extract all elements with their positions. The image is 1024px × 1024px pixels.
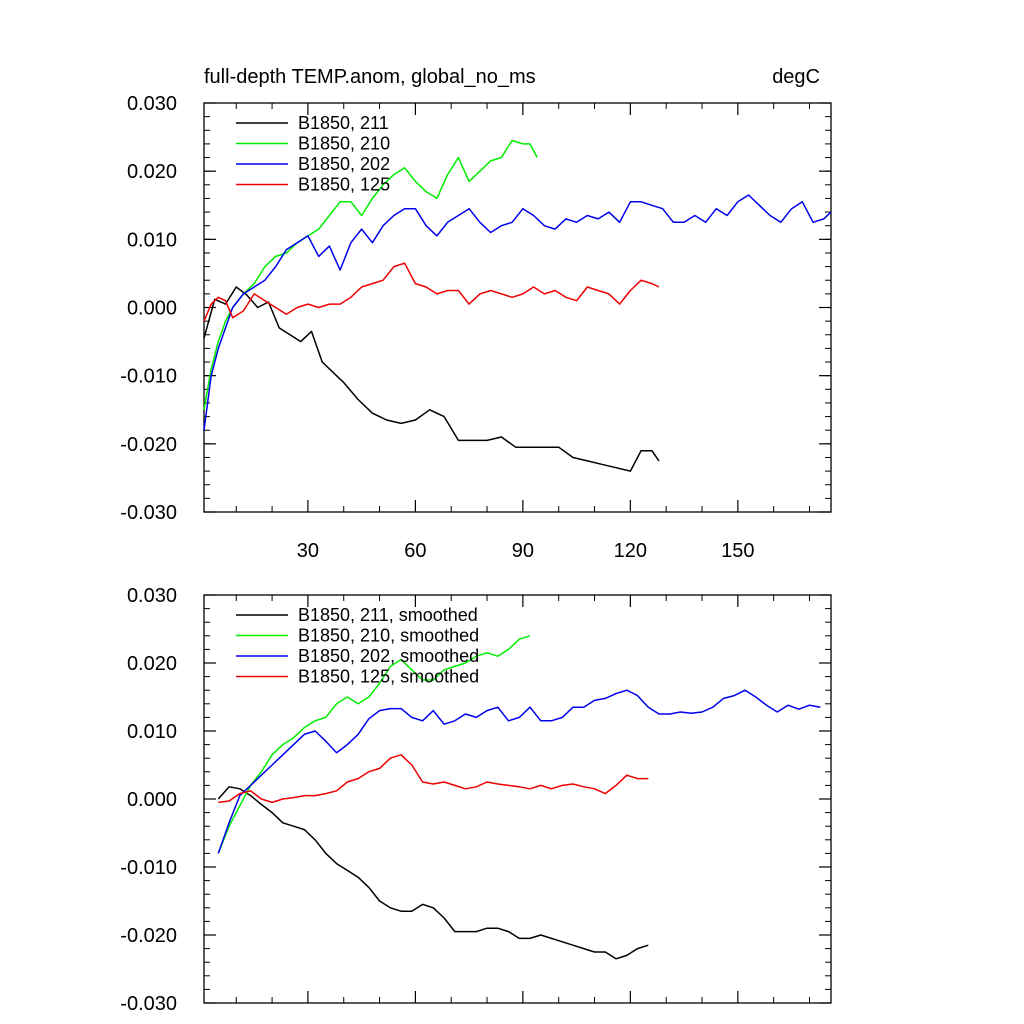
- legend-label: B1850, 210, smoothed: [298, 626, 479, 646]
- series-line-2: [217, 635, 531, 854]
- chart-panel-1: 0.030 0.020 0.010 0.000 -0.010 -0.020 -0.030 30…: [120, 93, 832, 562]
- legend-label: B1850, 202, smoothed: [298, 646, 479, 666]
- y-tick-label: -0.030: [120, 993, 177, 1015]
- legend-label: B1850, 202: [298, 154, 390, 174]
- legend-label: B1850, 125: [298, 175, 390, 195]
- chart-title: full-depth TEMP.anom, global_no_ms: [204, 66, 536, 88]
- series-line-3: [203, 194, 832, 431]
- series-line-4: [203, 262, 660, 322]
- y-tick-label: 0.020: [127, 653, 177, 675]
- x-tick-label: 150: [721, 540, 754, 562]
- y-tick-label: 0.010: [127, 229, 177, 251]
- y-tick-label: 0.010: [127, 721, 177, 743]
- x-tick-label: 30: [297, 540, 319, 562]
- x-tick-label: 120: [614, 540, 647, 562]
- series-line-1: [203, 286, 660, 472]
- legend-label: B1850, 125, smoothed: [298, 667, 479, 687]
- chart-panel-2: 0.030 0.020 0.010 0.000 -0.010 -0.020 -0.030 B1…: [120, 585, 832, 1015]
- series-line-3: [217, 689, 821, 854]
- y-tick-label: -0.030: [120, 502, 177, 524]
- y-tick-label: 0.000: [127, 789, 177, 811]
- y-tick-label: 0.000: [127, 298, 177, 320]
- y-tick-label: -0.020: [120, 925, 177, 947]
- y-tick-label: 0.020: [127, 161, 177, 183]
- series-line-1: [217, 786, 649, 960]
- x-tick-label: 90: [512, 540, 534, 562]
- series-line-4: [218, 754, 649, 804]
- legend-label: B1850, 211: [298, 113, 389, 133]
- legend-label: B1850, 210: [298, 134, 390, 154]
- x-tick-label: 60: [404, 540, 426, 562]
- y-tick-label: 0.030: [127, 585, 177, 607]
- y-tick-label: -0.010: [120, 857, 177, 879]
- y-tick-label: 0.030: [127, 93, 177, 115]
- y-tick-label: -0.010: [120, 366, 177, 388]
- series-line-2: [203, 139, 538, 410]
- legend-label: B1850, 211, smoothed: [298, 605, 478, 625]
- units-label: degC: [772, 66, 820, 88]
- y-tick-label: -0.020: [120, 434, 177, 456]
